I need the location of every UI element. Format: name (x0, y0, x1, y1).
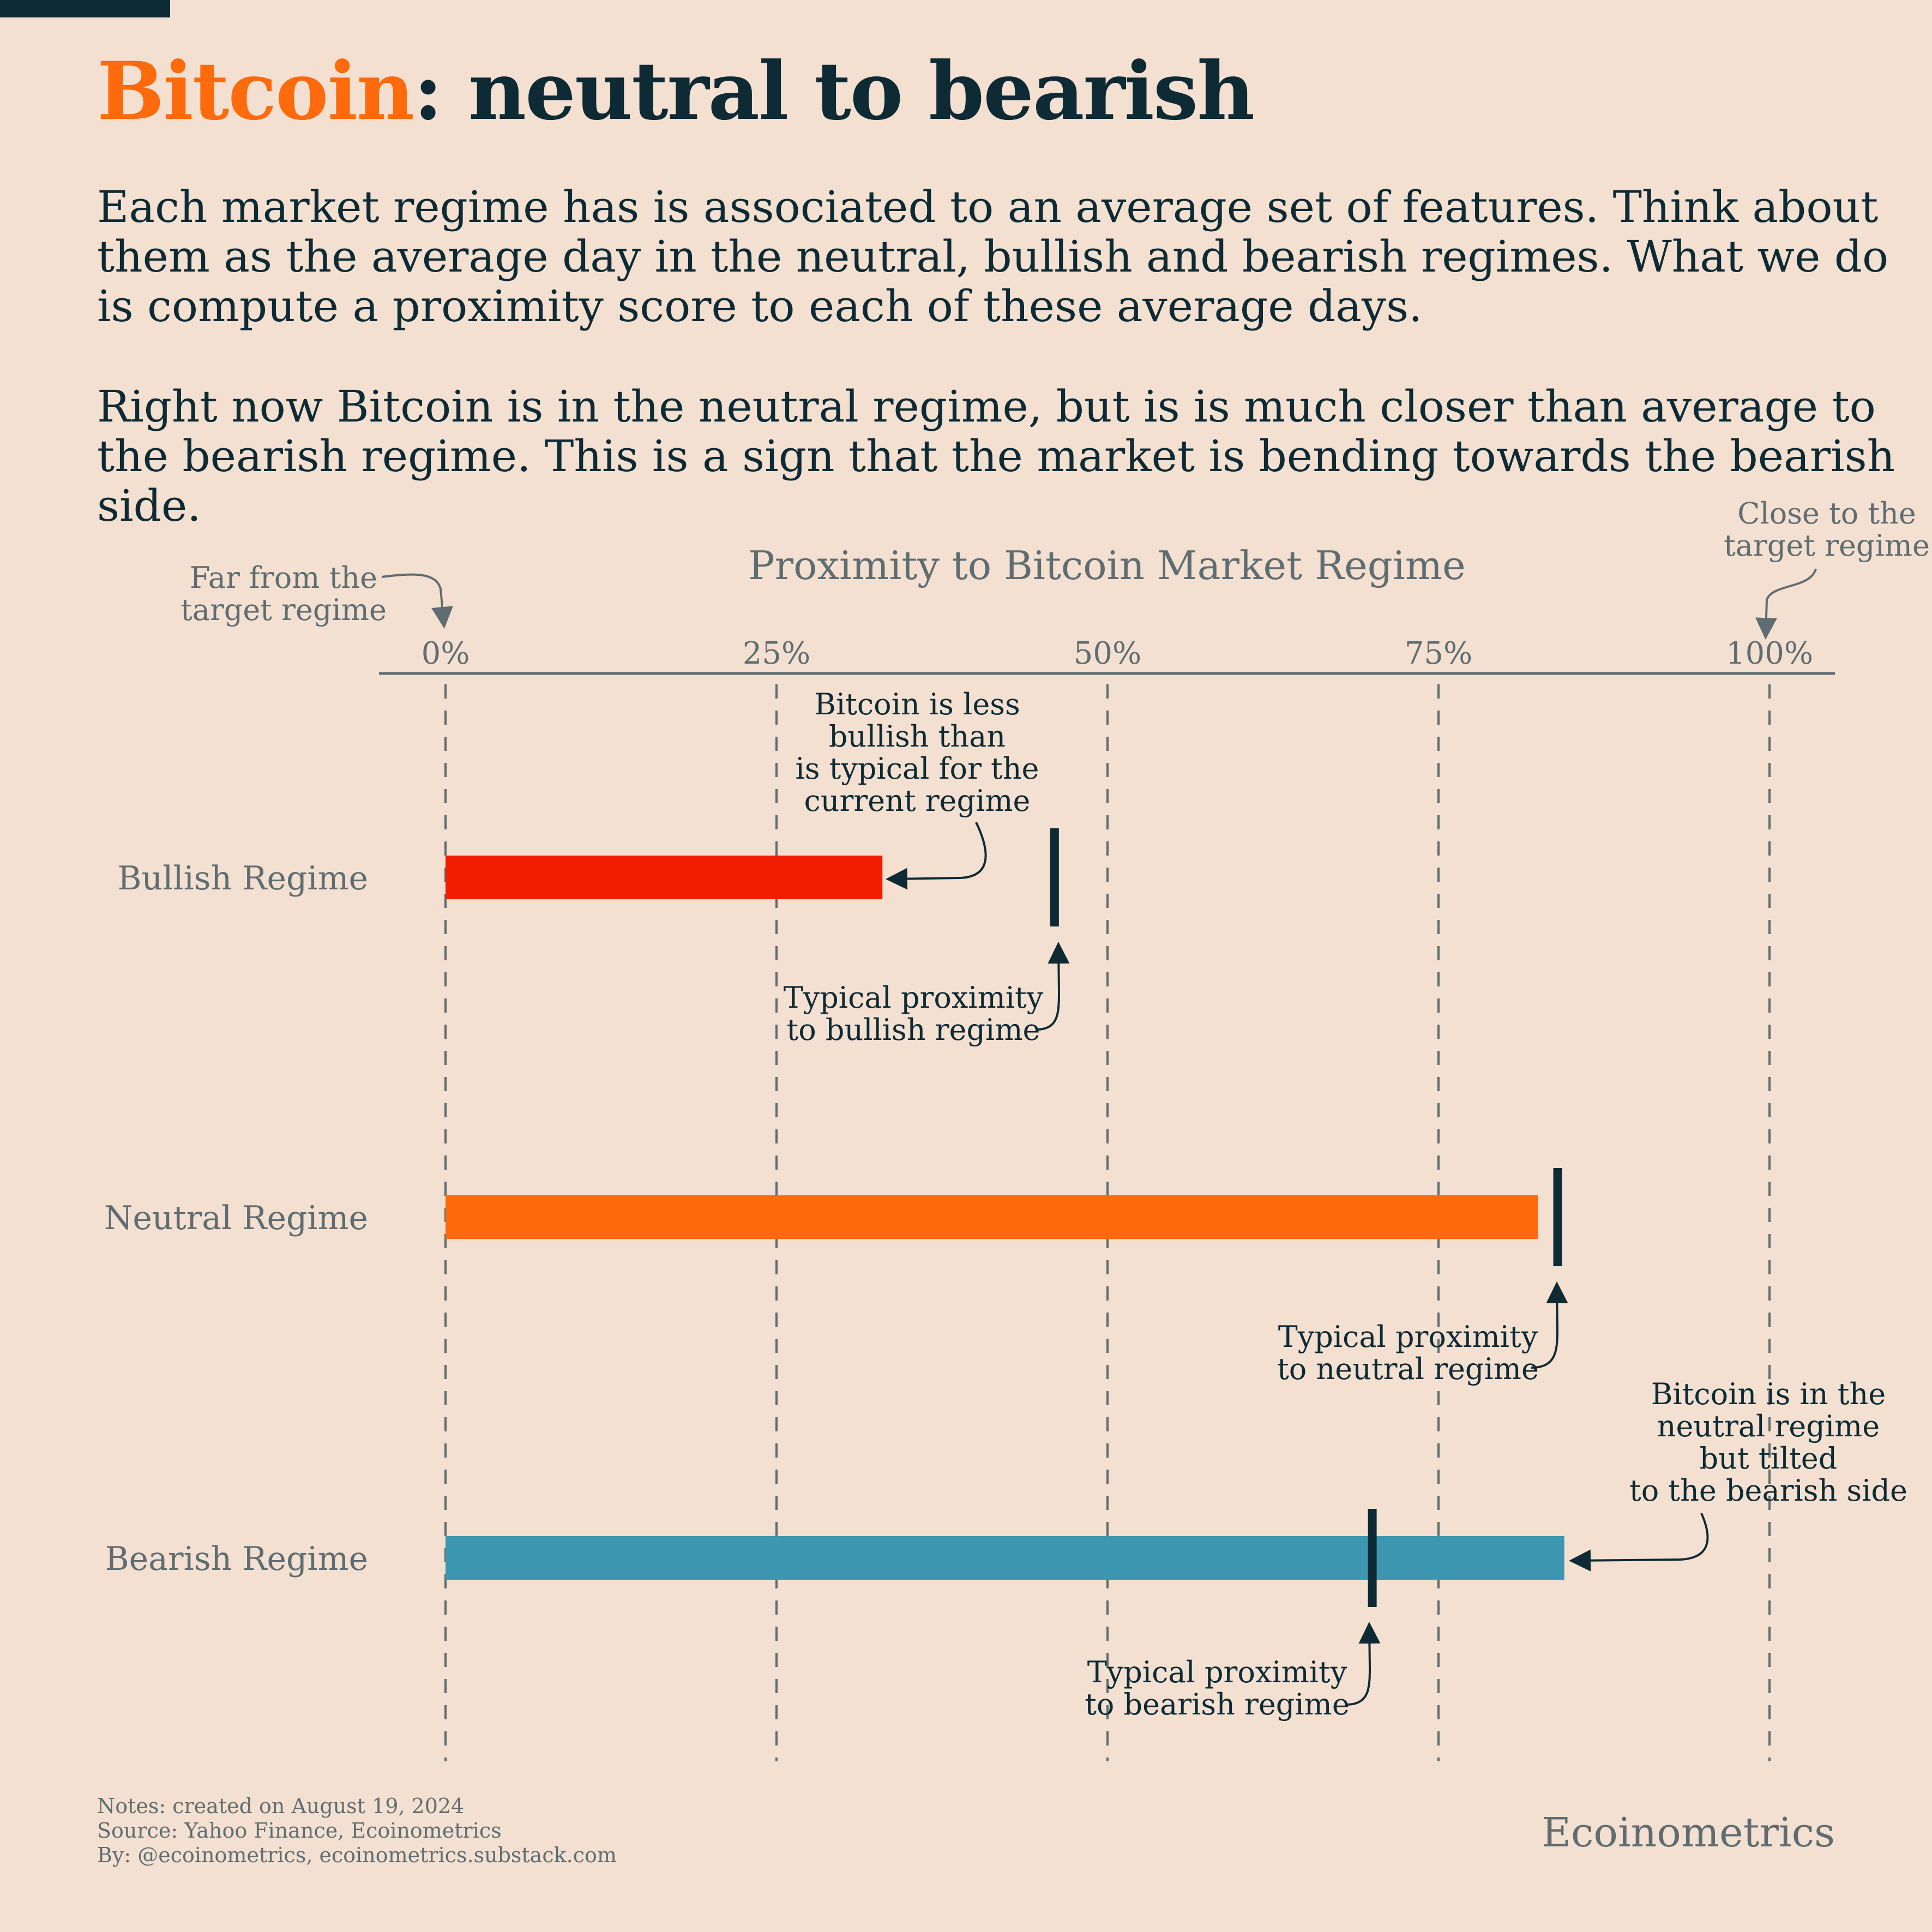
neutral-typical-arrow (1531, 1281, 1568, 1369)
bar (446, 856, 883, 899)
chart-title: Proximity to Bitcoin Market Regime (748, 543, 1466, 588)
typical-marker (1050, 828, 1059, 926)
x-tick-label: 50% (1074, 636, 1141, 671)
source-line: Source: Yahoo Finance, Ecoinometrics (97, 1819, 502, 1843)
bar (446, 1195, 1538, 1239)
bullish-bar-annotation: Bitcoin is less bullish than is typical fo… (796, 687, 1039, 818)
x-tick-label: 75% (1405, 636, 1472, 671)
bullish-bar-arrow (886, 822, 987, 890)
notes-line: Notes: created on August 19, 2024 (97, 1794, 465, 1818)
bearish-typical-arrow (1345, 1622, 1381, 1706)
category-label: Neutral Regime (104, 1199, 368, 1237)
neutral-typical-annotation: Typical proximity to neutral regime (1277, 1320, 1539, 1386)
axis-right-arrow (1755, 568, 1817, 640)
intro-paragraph-1: Each market regime has is associated to … (97, 182, 1889, 332)
footer-notes: Notes: created on August 19, 2024 Source… (97, 1794, 617, 1868)
axis-left-annotation: Far from the target regime (180, 561, 387, 627)
title-accent: Bitcoin (97, 45, 414, 138)
category-label: Bearish Regime (105, 1540, 368, 1578)
page-title: Bitcoin: neutral to bearish (97, 45, 1255, 138)
bar (446, 1536, 1564, 1580)
typical-marker (1553, 1168, 1562, 1266)
byline: By: @ecoinometrics, ecoinometrics.substa… (97, 1843, 617, 1867)
corner-accent-bar (0, 0, 170, 17)
bullish-typical-arrow (1036, 942, 1070, 1031)
intro-paragraph-2: Right now Bitcoin is in the neutral regi… (97, 381, 1895, 531)
axis-right-annotation: Close to the target regime (1724, 496, 1930, 563)
brand-logo-text: Ecoinometrics (1541, 1809, 1835, 1856)
bullish-typical-annotation: Typical proximity to bullish regime (784, 980, 1044, 1047)
x-tick-label: 100% (1726, 636, 1813, 671)
axis-left-arrow (381, 573, 453, 629)
x-tick-label: 25% (743, 636, 810, 671)
bearish-bar-arrow (1569, 1513, 1709, 1572)
typical-marker (1368, 1509, 1377, 1607)
x-tick-label: 0% (422, 636, 470, 671)
bearish-bar-annotation: Bitcoin is in the neutral regime but tilte… (1629, 1377, 1907, 1508)
category-label: Bullish Regime (118, 859, 369, 898)
title-rest: : neutral to bearish (413, 45, 1255, 138)
bearish-typical-annotation: Typical proximity to bearish regime (1085, 1655, 1350, 1722)
